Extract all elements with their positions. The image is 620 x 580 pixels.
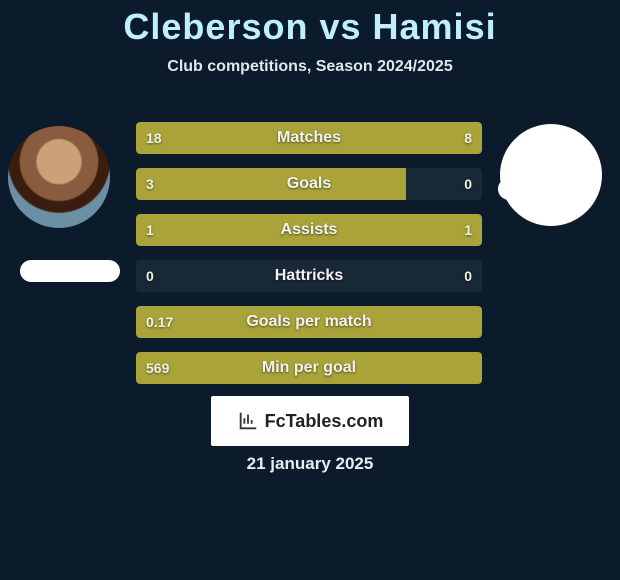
stat-label: Goals [136,168,482,200]
title-vs: vs [319,6,361,47]
avatar-right [500,124,602,226]
stat-row: 569Min per goal [136,352,482,384]
fctables-logo[interactable]: FcTables.com [211,396,409,446]
stat-row: 30Goals [136,168,482,200]
page-title: Cleberson vs Hamisi [0,0,620,48]
stat-row: 0.17Goals per match [136,306,482,338]
stat-label: Min per goal [136,352,482,384]
footer-date: 21 january 2025 [0,454,620,474]
stat-row: 11Assists [136,214,482,246]
avatar-left [8,126,110,228]
stat-row: 188Matches [136,122,482,154]
stat-row: 00Hattricks [136,260,482,292]
name-pill-right [498,178,598,200]
title-right: Hamisi [373,6,497,47]
stats-panel: 188Matches 30Goals 11Assists 00Hattricks 0.1… [136,122,482,398]
stat-label: Matches [136,122,482,154]
subtitle: Club competitions, Season 2024/2025 [0,58,620,76]
stat-label: Hattricks [136,260,482,292]
chart-icon [237,410,259,432]
title-left: Cleberson [123,6,308,47]
name-pill-left [20,260,120,282]
stat-label: Assists [136,214,482,246]
logo-text: FcTables.com [265,411,384,432]
stat-label: Goals per match [136,306,482,338]
